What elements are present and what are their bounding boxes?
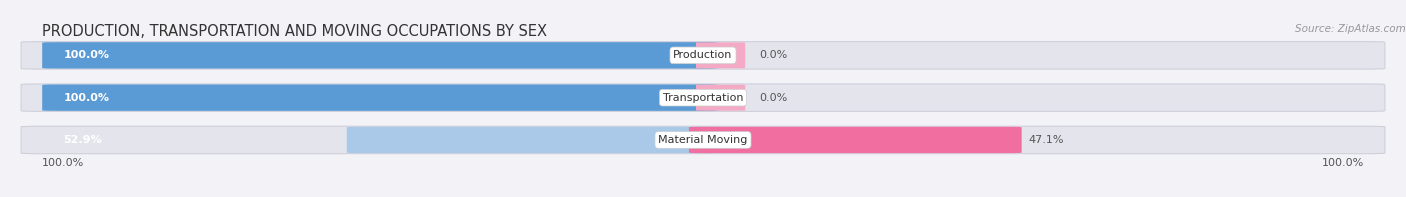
Text: Source: ZipAtlas.com: Source: ZipAtlas.com (1295, 24, 1406, 34)
Text: 52.9%: 52.9% (63, 135, 101, 145)
Text: Transportation: Transportation (662, 93, 744, 103)
Text: 100.0%: 100.0% (42, 158, 84, 168)
Text: Material Moving: Material Moving (658, 135, 748, 145)
FancyBboxPatch shape (21, 126, 1385, 154)
FancyBboxPatch shape (696, 42, 745, 68)
FancyBboxPatch shape (42, 42, 717, 69)
FancyBboxPatch shape (347, 127, 717, 153)
Text: 100.0%: 100.0% (63, 50, 110, 60)
FancyBboxPatch shape (21, 42, 1385, 69)
Text: 100.0%: 100.0% (63, 93, 110, 103)
Text: 100.0%: 100.0% (1322, 158, 1364, 168)
FancyBboxPatch shape (42, 85, 717, 111)
Text: Production: Production (673, 50, 733, 60)
Text: 0.0%: 0.0% (759, 50, 787, 60)
FancyBboxPatch shape (696, 85, 745, 111)
FancyBboxPatch shape (689, 127, 1022, 153)
Text: 47.1%: 47.1% (1029, 135, 1064, 145)
FancyBboxPatch shape (21, 84, 1385, 112)
Text: PRODUCTION, TRANSPORTATION AND MOVING OCCUPATIONS BY SEX: PRODUCTION, TRANSPORTATION AND MOVING OC… (42, 24, 547, 39)
Text: 0.0%: 0.0% (759, 93, 787, 103)
